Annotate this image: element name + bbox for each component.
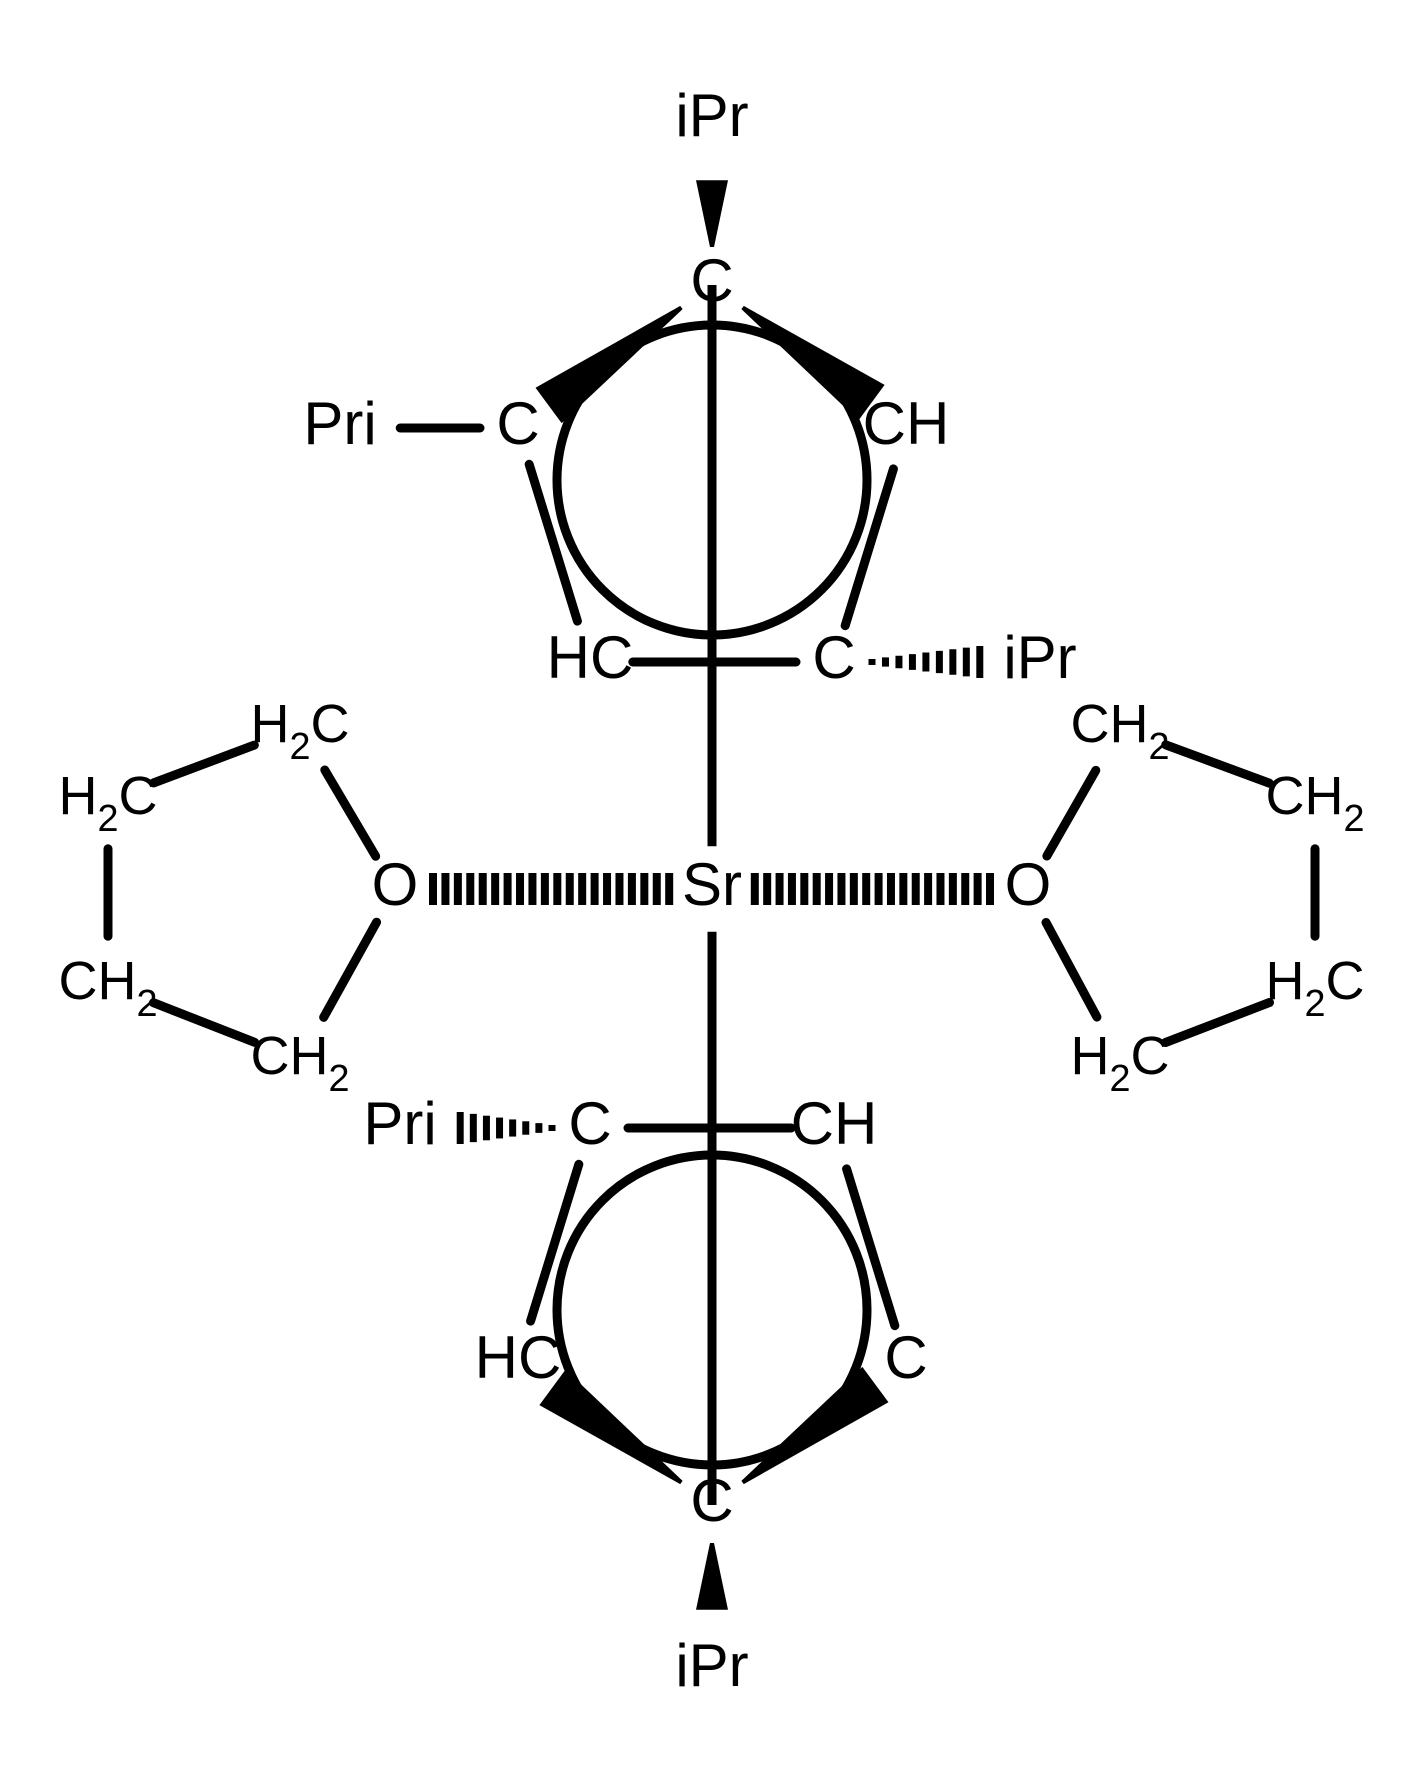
left-thf-bond: [325, 770, 376, 856]
left-thf-bond: [324, 922, 377, 1017]
bottom-atom-label: C: [884, 1324, 927, 1391]
sr-center-label: Sr: [682, 851, 742, 918]
sr-to-right-O-bond: [755, 873, 990, 905]
left-thf-bond: [154, 745, 255, 783]
bottom-atom-label: C: [690, 1467, 733, 1534]
top-ring-wedge: [536, 306, 683, 423]
right-thf-label: H2C: [1265, 951, 1364, 1025]
right-thf-bond: [1166, 745, 1269, 783]
bottom-atom-label: HC: [475, 1324, 562, 1391]
top-atom-label: C: [496, 390, 539, 457]
top-sub-label: Pri: [303, 390, 376, 457]
bottom-atom-label: C: [568, 1090, 611, 1157]
chemical-structure-diagram: iPr Pri iPr C C CH HC CiPr Pri C HC C C CH O H2C H2C CH2 C…: [0, 0, 1423, 1786]
bottom-atom-label: CH: [791, 1090, 878, 1157]
bottom-sub-hash: [460, 1112, 552, 1144]
right-thf-label: CH2: [1265, 766, 1364, 840]
left-thf-bond: [153, 1003, 254, 1043]
right-thf-bond: [1046, 922, 1097, 1017]
top-sub-wedge: [696, 180, 728, 247]
top-atom-label: C: [690, 247, 733, 314]
right-thf-label: CH2: [1070, 694, 1169, 768]
top-sub-label: iPr: [1003, 624, 1076, 691]
top-atom-label: HC: [547, 624, 634, 691]
bottom-sub-label: Pri: [363, 1090, 436, 1157]
left-thf-label: CH2: [58, 951, 157, 1025]
top-sub-hash: [872, 646, 980, 678]
right-thf-label: O: [1005, 851, 1052, 918]
left-thf-label: H2C: [58, 766, 157, 840]
top-sub-label: iPr: [675, 82, 748, 149]
sr-to-left-O-bond: [433, 873, 669, 905]
bottom-sub-label: iPr: [675, 1632, 748, 1699]
top-atom-label: CH: [863, 390, 950, 457]
left-thf-label: O: [372, 851, 419, 918]
right-thf-bond: [1166, 1003, 1270, 1043]
left-thf-label: H2C: [250, 694, 349, 768]
left-thf-label: CH2: [250, 1026, 349, 1100]
top-atom-label: C: [812, 624, 855, 691]
bottom-ring-wedge: [741, 1367, 888, 1484]
right-thf-bond: [1047, 770, 1096, 856]
bottom-sub-wedge: [696, 1543, 728, 1610]
right-thf-label: H2C: [1070, 1026, 1169, 1100]
